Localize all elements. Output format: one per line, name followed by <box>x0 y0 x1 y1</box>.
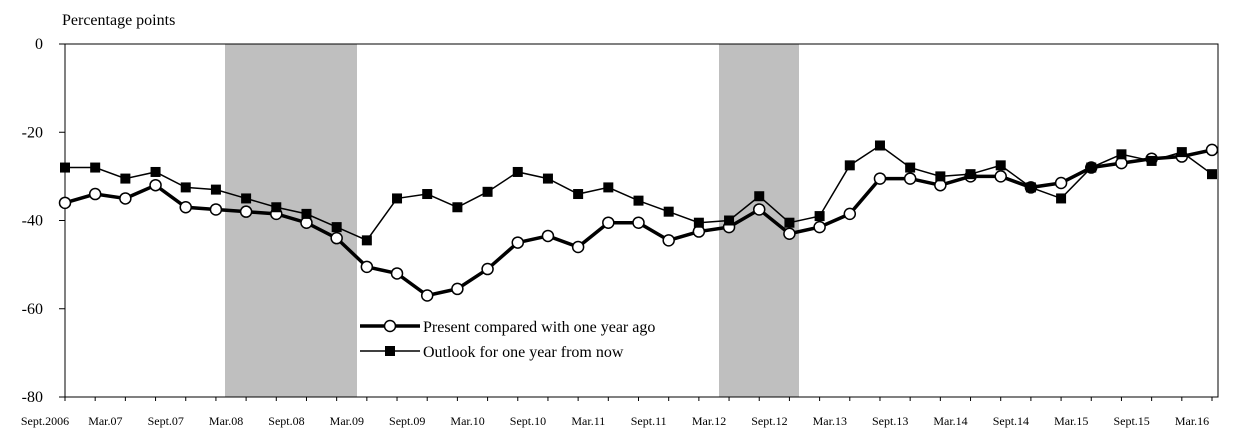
point <box>813 220 826 234</box>
point <box>331 222 342 233</box>
point <box>420 289 434 302</box>
point <box>511 236 525 249</box>
point <box>209 203 223 216</box>
point <box>571 240 585 254</box>
point <box>905 162 916 173</box>
point <box>542 173 553 184</box>
point <box>874 140 885 151</box>
x-tick-label: Sept.15 <box>1113 414 1149 428</box>
point <box>360 260 374 274</box>
point <box>1146 155 1157 166</box>
x-tick-label: Sept.2006 <box>21 414 69 428</box>
x-tick-label: Sept.13 <box>872 414 908 428</box>
point <box>541 229 555 243</box>
point <box>573 189 584 200</box>
point <box>150 166 161 177</box>
point <box>1054 176 1068 190</box>
point <box>301 208 312 219</box>
legend-label: Outlook for one year from now <box>423 344 624 361</box>
point <box>784 217 795 228</box>
point <box>995 160 1006 171</box>
point <box>271 202 282 213</box>
x-tick-label: Sept.11 <box>631 414 667 428</box>
point <box>149 178 162 192</box>
point <box>58 196 72 210</box>
point <box>1207 169 1217 180</box>
point <box>119 192 132 205</box>
point <box>90 162 101 173</box>
point <box>754 191 765 202</box>
point <box>330 231 343 245</box>
x-tick-label: Mar.07 <box>88 414 122 428</box>
point <box>210 184 221 195</box>
point <box>965 169 976 180</box>
point <box>179 201 192 214</box>
y-tick-label: -80 <box>22 389 43 406</box>
point <box>935 171 946 182</box>
point <box>873 172 887 185</box>
y-tick-label: -40 <box>22 213 43 230</box>
point <box>1205 143 1219 157</box>
point <box>482 186 493 197</box>
point <box>241 193 252 204</box>
point <box>390 267 404 280</box>
x-tick-label: Mar.11 <box>571 414 605 428</box>
point <box>180 182 191 193</box>
y-axis-label: Percentage points <box>62 12 175 29</box>
point <box>1116 149 1127 160</box>
x-tick-label: Mar.13 <box>813 414 847 428</box>
x-tick-label: Mar.14 <box>933 414 967 428</box>
y-tick-label: -20 <box>22 124 43 141</box>
y-tick-label: 0 <box>35 36 43 53</box>
point <box>1056 193 1067 204</box>
point <box>120 173 131 184</box>
x-tick-label: Sept.12 <box>751 414 787 428</box>
point <box>392 193 403 204</box>
point <box>602 216 615 229</box>
legend-label: Present compared with one year ago <box>423 319 655 336</box>
x-tick-label: Sept.09 <box>389 414 425 428</box>
point <box>724 215 735 226</box>
point <box>752 203 766 216</box>
x-tick-label: Mar.16 <box>1175 414 1209 428</box>
point <box>1086 162 1097 173</box>
x-tick-label: Mar.15 <box>1054 414 1088 428</box>
x-tick-label: Sept.08 <box>268 414 304 428</box>
point <box>361 235 372 246</box>
x-tick-label: Sept.07 <box>148 414 184 428</box>
point <box>693 217 704 228</box>
x-tick-label: Mar.10 <box>450 414 484 428</box>
shaded-period <box>225 44 357 397</box>
point <box>422 189 433 200</box>
point <box>633 195 644 206</box>
point <box>783 227 796 240</box>
point <box>512 166 523 177</box>
point <box>603 182 614 193</box>
legend-marker <box>385 346 395 356</box>
point <box>843 207 857 221</box>
point <box>844 160 855 171</box>
point <box>451 282 464 296</box>
point <box>1025 182 1036 193</box>
point <box>88 187 102 201</box>
point <box>1176 147 1187 158</box>
legend-marker <box>383 319 397 333</box>
point <box>814 211 825 222</box>
point <box>662 234 675 247</box>
x-tick-label: Mar.08 <box>209 414 243 428</box>
x-tick-label: Sept.14 <box>993 414 1029 428</box>
point <box>452 202 463 213</box>
point <box>903 172 917 185</box>
point <box>481 262 494 276</box>
x-tick-label: Mar.12 <box>692 414 726 428</box>
point <box>632 216 645 229</box>
point <box>60 162 70 173</box>
point <box>663 206 674 217</box>
point <box>239 205 253 218</box>
x-tick-label: Sept.10 <box>510 414 546 428</box>
y-tick-label: -60 <box>22 301 43 318</box>
x-tick-label: Mar.09 <box>330 414 364 428</box>
point <box>994 170 1007 183</box>
